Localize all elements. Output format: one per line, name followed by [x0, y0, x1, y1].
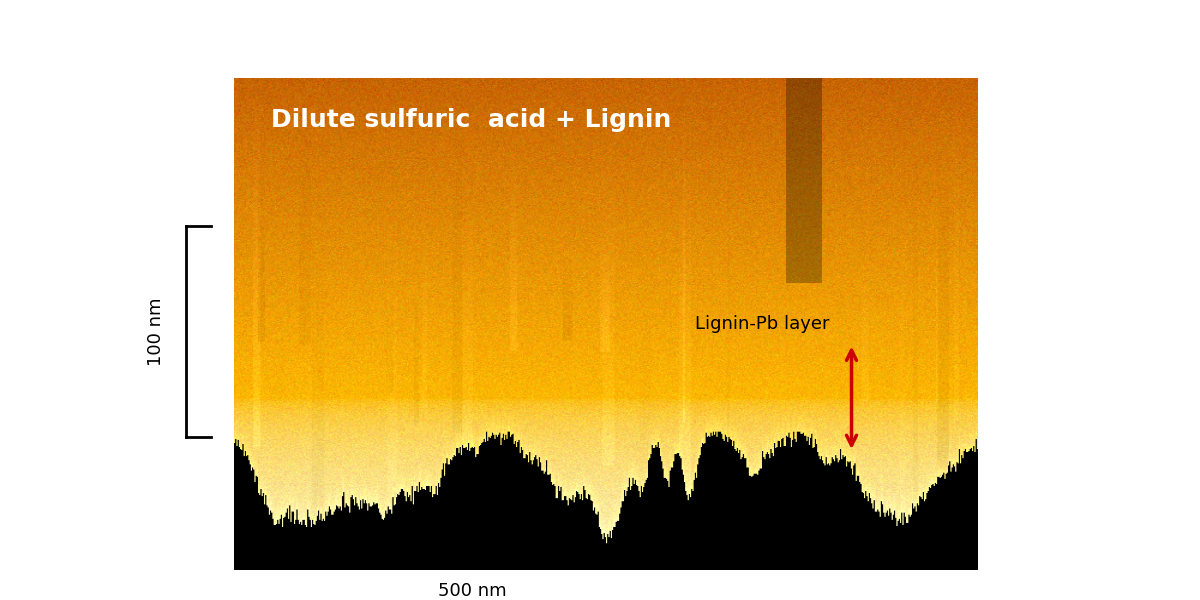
Text: 500 nm: 500 nm [438, 582, 506, 600]
Text: Lignin-Pb layer: Lignin-Pb layer [695, 315, 829, 333]
Text: 100 nm: 100 nm [146, 297, 164, 365]
Text: Dilute sulfuric  acid + Lignin: Dilute sulfuric acid + Lignin [271, 107, 672, 131]
